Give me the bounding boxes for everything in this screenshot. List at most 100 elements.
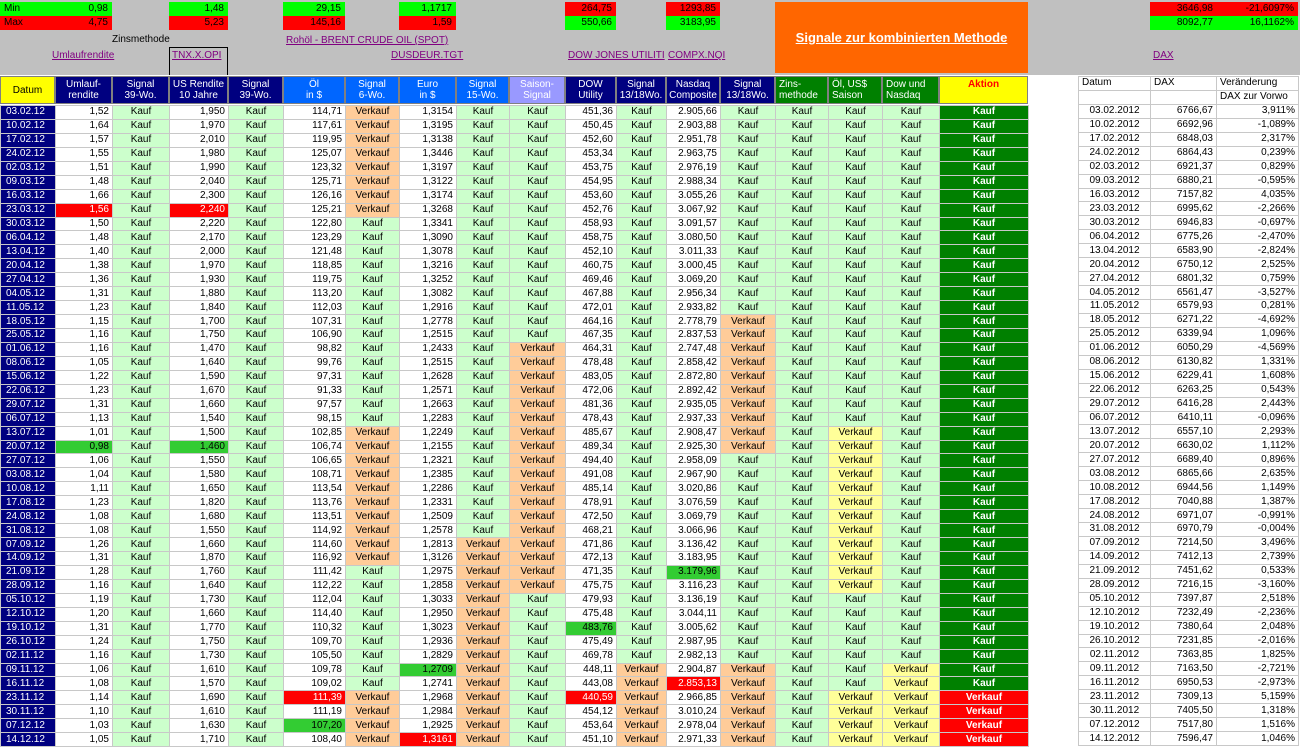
cell-sig1318b[interactable]: Verkauf — [720, 676, 776, 692]
cell-dow[interactable]: 453,64 — [565, 718, 617, 734]
cell-oelus[interactable]: Kauf — [828, 286, 883, 302]
cell-oelus[interactable]: Kauf — [828, 132, 883, 148]
cell-sig15[interactable]: Kauf — [456, 328, 510, 343]
cell-nasdaq[interactable]: 2.978,04 — [666, 718, 721, 734]
cell-sig39b[interactable]: Kauf — [228, 188, 284, 204]
cell-usrendite[interactable]: 2,170 — [169, 230, 229, 246]
cell-sig15[interactable]: Verkauf — [456, 690, 510, 706]
cell-sig39a[interactable]: Kauf — [112, 216, 170, 232]
cell-nasdaq[interactable]: 2.976,19 — [666, 160, 721, 176]
cell-downdq[interactable]: Kauf — [882, 578, 940, 594]
dax-date[interactable]: 24.08.2012 — [1078, 508, 1151, 523]
cell-aktion[interactable]: Kauf — [939, 481, 1029, 497]
cell-aktion[interactable]: Kauf — [939, 258, 1029, 274]
cell-umlauf[interactable]: 1,05 — [55, 732, 113, 748]
cell-sig1318b[interactable]: Kauf — [720, 509, 776, 525]
cell-date[interactable]: 14.09.12 — [0, 551, 56, 566]
cell-euro[interactable]: 1,3197 — [399, 160, 457, 176]
cell-umlauf[interactable]: 1,57 — [55, 132, 113, 148]
cell-dow[interactable]: 467,88 — [565, 286, 617, 302]
cell-sig1318a[interactable]: Kauf — [616, 551, 667, 566]
cell-zins[interactable]: Kauf — [775, 509, 829, 525]
cell-sig39a[interactable]: Kauf — [112, 272, 170, 288]
cell-date[interactable]: 18.05.12 — [0, 314, 56, 329]
cell-usrendite[interactable]: 1,640 — [169, 578, 229, 594]
cell-sig6[interactable]: Kauf — [345, 300, 400, 316]
cell-euro[interactable]: 1,2829 — [399, 648, 457, 664]
cell-oel[interactable]: 111,19 — [283, 704, 346, 720]
cell-saison[interactable]: Kauf — [509, 648, 566, 664]
cell-downdq[interactable]: Kauf — [882, 118, 940, 134]
cell-sig39a[interactable]: Kauf — [112, 411, 170, 427]
dax-date[interactable]: 17.08.2012 — [1078, 494, 1151, 510]
dax-value[interactable]: 6692,96 — [1150, 117, 1217, 133]
cell-umlauf[interactable]: 1,31 — [55, 286, 113, 302]
dax-date[interactable]: 06.04.2012 — [1078, 229, 1151, 245]
cell-nasdaq[interactable]: 3.005,62 — [666, 620, 721, 636]
cell-oel[interactable]: 111,42 — [283, 564, 346, 580]
cell-sig1318b[interactable]: Kauf — [720, 216, 776, 232]
dax-date[interactable]: 30.11.2012 — [1078, 703, 1151, 719]
cell-sig1318b[interactable]: Verkauf — [720, 369, 776, 385]
cell-sig6[interactable]: Verkauf — [345, 523, 400, 539]
dax-value[interactable]: 6995,62 — [1150, 201, 1217, 217]
cell-sig1318a[interactable]: Verkauf — [616, 732, 667, 748]
cell-sig39b[interactable]: Kauf — [228, 202, 284, 218]
cell-oel[interactable]: 111,39 — [283, 690, 346, 706]
cell-dow[interactable]: 475,49 — [565, 634, 617, 650]
cell-sig1318b[interactable]: Kauf — [720, 174, 776, 190]
cell-oelus[interactable]: Verkauf — [828, 704, 883, 720]
cell-nasdaq[interactable]: 2.966,85 — [666, 690, 721, 706]
dax-date[interactable]: 22.06.2012 — [1078, 382, 1151, 398]
dax-change[interactable]: -0,991% — [1216, 508, 1299, 523]
cell-sig39b[interactable]: Kauf — [228, 328, 284, 343]
dax-date[interactable]: 21.09.2012 — [1078, 563, 1151, 579]
cell-aktion[interactable]: Kauf — [939, 174, 1029, 190]
cell-saison[interactable]: Verkauf — [509, 467, 566, 483]
cell-aktion[interactable]: Kauf — [939, 453, 1029, 469]
cell-downdq[interactable]: Kauf — [882, 495, 940, 511]
dax-change[interactable]: 2,293% — [1216, 424, 1299, 440]
cell-oel[interactable]: 112,04 — [283, 592, 346, 608]
cell-oel[interactable]: 91,33 — [283, 383, 346, 399]
cell-dow[interactable]: 489,34 — [565, 439, 617, 455]
cell-umlauf[interactable]: 1,28 — [55, 564, 113, 580]
cell-sig39b[interactable]: Kauf — [228, 481, 284, 497]
cell-sig39b[interactable]: Kauf — [228, 383, 284, 399]
cell-sig1318b[interactable]: Kauf — [720, 272, 776, 288]
dax-date[interactable]: 27.04.2012 — [1078, 271, 1151, 287]
cell-sig39b[interactable]: Kauf — [228, 216, 284, 232]
cell-sig39b[interactable]: Kauf — [228, 453, 284, 469]
cell-sig15[interactable]: Kauf — [456, 425, 510, 441]
cell-sig15[interactable]: Kauf — [456, 341, 510, 357]
cell-dow[interactable]: 481,36 — [565, 397, 617, 413]
cell-sig6[interactable]: Verkauf — [345, 509, 400, 525]
dax-value[interactable]: 7363,85 — [1150, 647, 1217, 663]
cell-dow[interactable]: 475,75 — [565, 578, 617, 594]
cell-oelus[interactable]: Kauf — [828, 634, 883, 650]
cell-sig1318a[interactable]: Kauf — [616, 272, 667, 288]
cell-umlauf[interactable]: 1,10 — [55, 704, 113, 720]
cell-euro[interactable]: 1,2578 — [399, 523, 457, 539]
cell-downdq[interactable]: Kauf — [882, 592, 940, 608]
cell-sig6[interactable]: Kauf — [345, 634, 400, 650]
cell-sig1318b[interactable]: Kauf — [720, 551, 776, 566]
cell-saison[interactable]: Verkauf — [509, 341, 566, 357]
cell-downdq[interactable]: Kauf — [882, 146, 940, 162]
cell-nasdaq[interactable]: 2.908,47 — [666, 425, 721, 441]
cell-sig39a[interactable]: Kauf — [112, 509, 170, 525]
cell-dow[interactable]: 475,48 — [565, 606, 617, 622]
cell-usrendite[interactable]: 1,730 — [169, 592, 229, 608]
cell-sig6[interactable]: Verkauf — [345, 718, 400, 734]
brent-link[interactable]: Rohöl - BRENT CRUDE OIL (SPOT) — [286, 35, 449, 46]
dax-link[interactable]: DAX — [1153, 50, 1174, 61]
cell-oel[interactable]: 123,32 — [283, 160, 346, 176]
cell-sig39a[interactable]: Kauf — [112, 676, 170, 692]
dax-date[interactable]: 23.03.2012 — [1078, 201, 1151, 217]
cell-sig39b[interactable]: Kauf — [228, 606, 284, 622]
cell-date[interactable]: 06.07.12 — [0, 411, 56, 427]
cell-sig6[interactable]: Verkauf — [345, 202, 400, 218]
cell-dow[interactable]: 458,93 — [565, 216, 617, 232]
cell-sig6[interactable]: Kauf — [345, 314, 400, 329]
cell-aktion[interactable]: Kauf — [939, 369, 1029, 385]
